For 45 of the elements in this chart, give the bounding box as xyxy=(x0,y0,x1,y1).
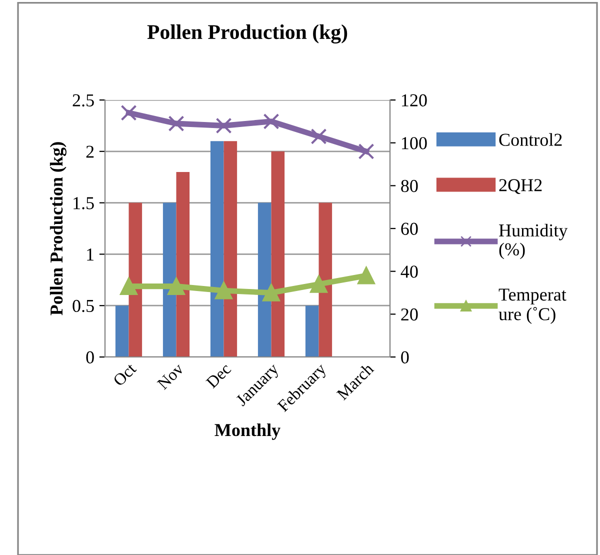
point xyxy=(263,113,280,130)
point xyxy=(310,276,328,293)
point xyxy=(358,143,374,160)
point xyxy=(168,278,185,296)
chart-title: Pollen Production (kg) xyxy=(147,24,348,44)
y-tick-label: 2.5 xyxy=(72,94,94,107)
bar xyxy=(210,141,224,357)
y-tick-label: 0 xyxy=(86,351,94,364)
y-tick-label: 2 xyxy=(86,146,94,158)
point xyxy=(120,278,138,296)
bar xyxy=(162,202,176,357)
x-axis-title: Monthly xyxy=(214,423,280,440)
y2-tick-label: 120 xyxy=(402,94,427,106)
bar xyxy=(128,202,142,357)
y2-tick-label: 80 xyxy=(401,180,418,192)
bar xyxy=(305,306,319,357)
x-tick-label: Dec xyxy=(206,362,232,389)
y2-tick-label: 100 xyxy=(402,137,427,150)
y2-tick-label: 0 xyxy=(401,351,409,364)
y2-tick-label: 40 xyxy=(400,266,418,278)
y-tick-label: 1 xyxy=(87,248,94,260)
bar xyxy=(176,172,190,357)
point xyxy=(168,116,184,132)
legend-label: Temperat ure (˚C) xyxy=(498,288,566,324)
legend-label: 2QH2 xyxy=(499,179,542,194)
y-axis-title: Pollen Production (kg) xyxy=(50,142,66,316)
legend-label: Control2 xyxy=(499,133,562,146)
point xyxy=(120,104,137,121)
point xyxy=(215,282,232,300)
y-tick-label: 1.5 xyxy=(74,197,94,210)
y2-tick-label: 60 xyxy=(401,222,418,235)
point xyxy=(262,284,280,302)
y2-tick-label: 20 xyxy=(401,308,418,321)
bar xyxy=(271,151,285,357)
x-tick-label: Oct xyxy=(112,362,137,387)
bar xyxy=(224,141,238,357)
bar xyxy=(318,202,332,357)
y-tick-label: 0.5 xyxy=(72,300,94,312)
bar xyxy=(258,202,272,357)
bar xyxy=(115,306,129,357)
point xyxy=(310,128,327,144)
legend-label: Humidity (%) xyxy=(499,224,568,260)
point xyxy=(216,118,232,134)
point xyxy=(358,266,375,284)
x-tick-label: Nov xyxy=(156,362,185,390)
